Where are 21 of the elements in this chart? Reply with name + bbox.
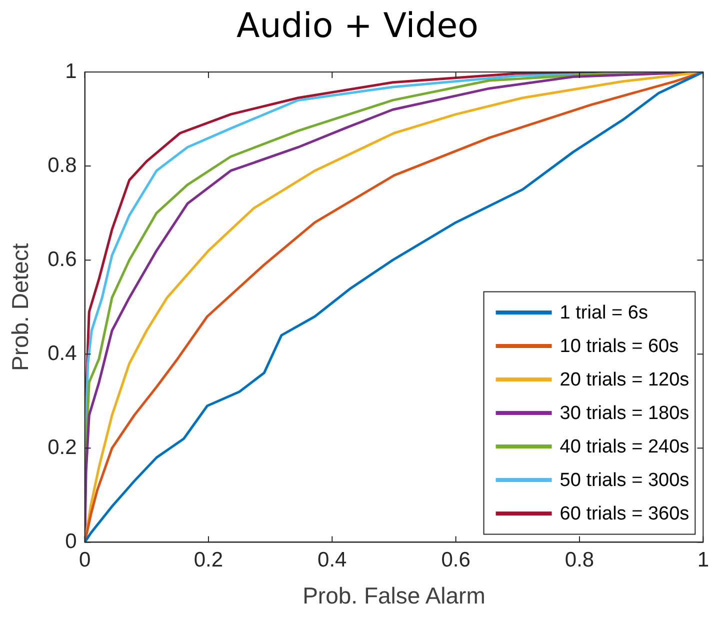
- y-axis-title: Prob. Detect: [7, 242, 34, 372]
- legend-label: 40 trials = 240s: [560, 436, 690, 458]
- y-tick-label: 0: [65, 530, 77, 553]
- x-tick-label: 1: [697, 548, 710, 572]
- x-tick-label: 0.2: [194, 548, 224, 572]
- legend-label: 60 trials = 360s: [560, 504, 690, 525]
- y-tick-label: 0.2: [48, 436, 77, 459]
- legend-label: 30 trials = 180s: [560, 403, 690, 424]
- chart-title: Audio + Video: [235, 6, 480, 46]
- x-axis-title: Prob. False Alarm: [302, 582, 486, 609]
- x-tick-label: 0.4: [318, 548, 348, 572]
- x-tick-label: 0.8: [564, 548, 594, 572]
- y-tick-label: 0.8: [48, 154, 77, 177]
- legend-label: 10 trials = 60s: [560, 336, 679, 358]
- y-tick-label: 0.4: [48, 342, 78, 365]
- y-tick-label: 0.6: [48, 248, 77, 271]
- y-tick-label: 1: [65, 60, 77, 83]
- legend-label: 1 trial = 6s: [560, 302, 648, 324]
- x-tick-label: 0.6: [441, 548, 470, 572]
- legend-label: 50 trials = 300s: [560, 470, 690, 492]
- legend-label: 20 trials = 120s: [560, 370, 690, 391]
